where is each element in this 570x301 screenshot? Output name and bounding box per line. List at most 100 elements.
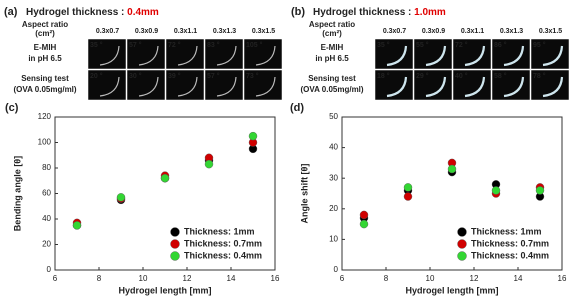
x-tick-label: 8 [384,274,389,283]
x-axis-label: Hydrogel length [mm] [118,285,211,295]
data-point [447,164,457,174]
legend-marker [170,251,180,261]
legend-label: Thickness: 0.7mm [184,238,262,248]
y-tick-label: 40 [42,214,51,223]
hydrogel-strip [216,76,237,97]
aspect-unit: (cm²) [322,29,342,38]
y-tick-label: 20 [42,240,51,249]
angle-label: 83 ° [207,41,220,49]
hydrogel-strip [464,45,486,67]
hydrogel-strip [542,76,564,98]
x-tick-label: 16 [558,274,567,283]
title-text: Hydrogel thickness : [26,7,127,18]
angle-label: 40 ° [455,72,468,80]
data-point [116,193,126,202]
y-tick-label: 120 [38,112,52,121]
angle-label: 30 ° [129,72,142,80]
angle-label: 86 ° [494,41,507,49]
data-point [491,186,501,195]
hydrogel-strip [464,76,486,98]
y-tick-label: 60 [42,189,51,198]
angle-label: 35 ° [377,41,390,49]
angle-label: 105 ° [246,41,263,49]
angle-label: 18 ° [377,72,390,80]
aspect-label: Aspect ratio [22,20,68,29]
x-tick-label: 8 [97,274,102,283]
hydrogel-strip [425,76,447,98]
row-label: (OVA 0.05mg/ml) [13,85,76,94]
angle-label: 29 ° [416,72,429,80]
hydrogel-strip [138,45,159,66]
row-label: in pH 6.5 [28,54,62,63]
thickness: 0.4mm [127,7,159,18]
angle-label: 55 ° [416,41,429,49]
x-tick-label: 6 [340,274,345,283]
angle-label: 78 ° [533,72,546,80]
data-point [359,210,369,220]
x-tick-label: 16 [271,274,280,283]
hydrogel-strip [255,45,276,66]
legend-marker [457,251,467,261]
hydrogel-strip [542,45,564,67]
angle-label: 57 ° [129,41,142,49]
data-point [403,183,413,192]
panel-title: Hydrogel thickness : 0.4mm [26,7,159,18]
y-axis-label: Bending angle [θ] [12,156,22,231]
column-label: 0.3x0.7 [383,28,406,35]
angle-label: 72 ° [168,41,181,49]
row-label: E-MIH [321,43,344,52]
hydrogel-strip [177,76,198,97]
y-axis-label: Angle shift [θ] [299,164,309,224]
row-label: Sensing test [21,74,69,83]
angle-label: 39 ° [168,72,181,80]
legend-label: Thickness: 0.4mm [184,250,262,260]
x-tick-label: 6 [53,274,58,283]
y-tick-label: 30 [329,173,338,182]
data-point [248,131,258,141]
y-tick-label: 20 [329,204,338,213]
panel-label: (b) [291,6,305,18]
column-label: 0.3x1.5 [539,28,562,35]
y-tick-label: 0 [334,265,339,274]
legend-label: Thickness: 0.7mm [471,238,549,248]
hydrogel-strip [138,76,159,97]
hydrogel-strip [99,45,120,66]
legend-label: Thickness: 1mm [184,226,255,236]
aspect-label: Aspect ratio [309,20,355,29]
angle-label: 58 ° [494,72,507,80]
data-point [160,173,170,183]
row-label: in pH 6.5 [315,54,349,63]
legend-marker [457,227,467,237]
angle-label: 35 ° [90,41,103,49]
data-point [403,192,413,201]
column-label: 0.3x1.1 [174,28,197,35]
x-tick-label: 12 [470,274,479,283]
x-tick-label: 12 [183,274,192,283]
column-label: 0.3x0.9 [135,28,158,35]
legend-marker [170,239,180,249]
x-tick-label: 14 [227,274,236,283]
hydrogel-strip [255,76,276,97]
plot-frame [341,116,563,271]
x-tick-label: 10 [426,274,435,283]
y-tick-label: 100 [38,138,52,147]
legend-label: Thickness: 0.4mm [471,250,549,260]
panel-label: (c) [5,102,19,114]
y-tick-label: 50 [329,112,338,121]
panel-label: (a) [4,6,18,18]
y-tick-label: 80 [42,163,51,172]
column-label: 0.3x1.5 [252,28,275,35]
hydrogel-strip [99,76,120,97]
hydrogel-strip [216,45,237,66]
hydrogel-strip [425,45,447,67]
angle-label: 95 ° [533,41,546,49]
angle-label: 57 ° [207,72,220,80]
photo-cell [452,69,492,101]
y-tick-label: 0 [47,265,52,274]
y-tick-label: 40 [329,143,338,152]
x-axis-label: Hydrogel length [mm] [405,285,498,295]
x-tick-label: 10 [139,274,148,283]
title-text: Hydrogel thickness : [313,7,414,18]
column-label: 0.3x1.1 [461,28,484,35]
